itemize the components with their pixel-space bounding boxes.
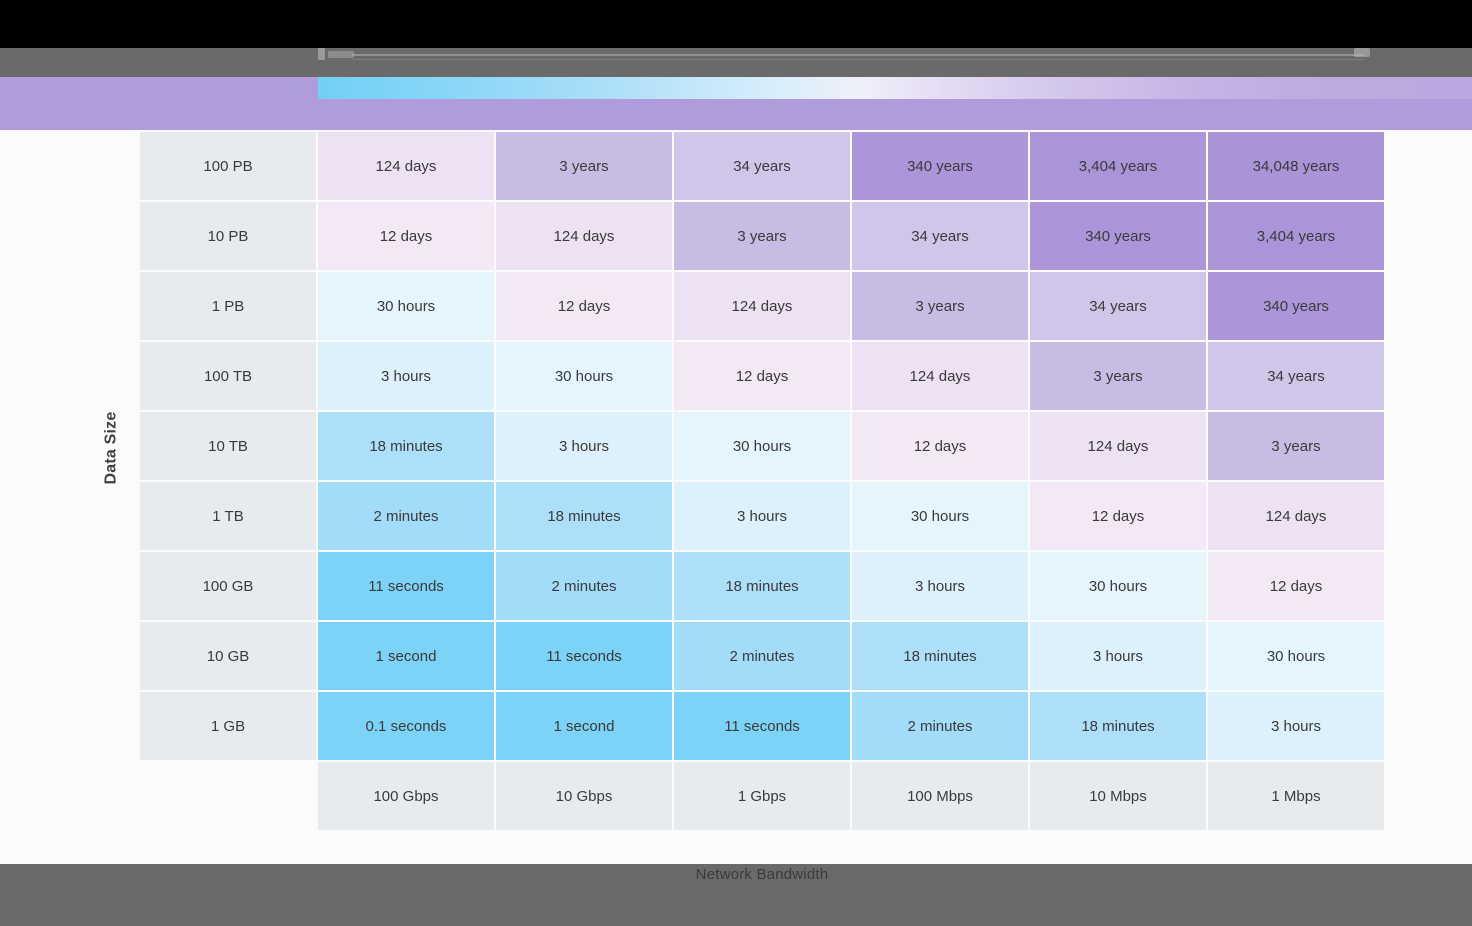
heatmap-cell: 34,048 years (1208, 132, 1384, 200)
heatmap-cell: 12 days (1208, 552, 1384, 620)
heatmap-cell: 12 days (496, 272, 672, 340)
toolbar-glyphs-icon (318, 47, 360, 62)
heatmap-cell: 30 hours (1208, 622, 1384, 690)
heatmap-cell: 18 minutes (674, 552, 850, 620)
heatmap-cell: 12 days (674, 342, 850, 410)
heatmap-cell: 3 hours (318, 342, 494, 410)
col-header-cell: 100 Mbps (852, 762, 1028, 830)
heatmap-cell: 1 second (318, 622, 494, 690)
heatmap-cell: 124 days (852, 342, 1028, 410)
heatmap-cell: 3 hours (1208, 692, 1384, 760)
heatmap-cell: 11 seconds (318, 552, 494, 620)
heatmap: 100 PB 124 days 3 years 34 years 340 years 3,… (140, 132, 1384, 830)
row-label-cell: 10 GB (140, 622, 316, 690)
heatmap-cell: 3 years (1208, 412, 1384, 480)
heatmap-cell: 2 minutes (674, 622, 850, 690)
heatmap-cell: 18 minutes (1030, 692, 1206, 760)
scrubber-handle-icon[interactable] (1354, 48, 1370, 57)
heatmap-cell: 2 minutes (496, 552, 672, 620)
x-axis-label: Network Bandwidth (695, 866, 829, 883)
heatmap-cell: 3 hours (674, 482, 850, 550)
heatmap-cell: 18 minutes (496, 482, 672, 550)
y-axis-label: Data Size (102, 411, 120, 485)
heatmap-cell: 30 hours (496, 342, 672, 410)
heatmap-cell: 124 days (1208, 482, 1384, 550)
heatmap-cell: 30 hours (852, 482, 1028, 550)
heatmap-cell: 34 years (1208, 342, 1384, 410)
row-label-cell: 100 TB (140, 342, 316, 410)
heatmap-cell: 3 years (852, 272, 1028, 340)
heatmap-cell: 1 second (496, 692, 672, 760)
heatmap-cell: 340 years (1030, 202, 1206, 270)
heatmap-cell: 124 days (1030, 412, 1206, 480)
heatmap-cell: 12 days (1030, 482, 1206, 550)
scrubber-track[interactable] (352, 54, 1364, 56)
heatmap-cell: 3,404 years (1208, 202, 1384, 270)
row-label-cell: 100 PB (140, 132, 316, 200)
heatmap-cell: 3 years (496, 132, 672, 200)
heatmap-cell: 0.1 seconds (318, 692, 494, 760)
heatmap-cell: 124 days (496, 202, 672, 270)
heatmap-cell: 124 days (674, 272, 850, 340)
footer-bar (0, 864, 1472, 926)
heatmap-cell: 124 days (318, 132, 494, 200)
row-label-cell: 1 TB (140, 482, 316, 550)
col-header-cell: 1 Mbps (1208, 762, 1384, 830)
heatmap-cell: 340 years (852, 132, 1028, 200)
col-header-cell: 10 Gbps (496, 762, 672, 830)
y-axis-label-wrap: Data Size (82, 402, 140, 494)
heatmap-cell: 2 minutes (318, 482, 494, 550)
heatmap-cell: 3 hours (496, 412, 672, 480)
col-header-cell: 100 Gbps (318, 762, 494, 830)
heatmap-cell: 34 years (1030, 272, 1206, 340)
heatmap-cell: 3 years (1030, 342, 1206, 410)
heatmap-cell: 3 hours (852, 552, 1028, 620)
heatmap-cell: 3,404 years (1030, 132, 1206, 200)
heatmap-cell: 18 minutes (318, 412, 494, 480)
scrubber-track-shadow (352, 59, 1364, 60)
heatmap-cell: 3 years (674, 202, 850, 270)
heatmap-cell: 11 seconds (496, 622, 672, 690)
row-label-cell: 1 GB (140, 692, 316, 760)
row-label-cell: 1 PB (140, 272, 316, 340)
col-header-cell: 10 Mbps (1030, 762, 1206, 830)
heatmap-cell: 18 minutes (852, 622, 1028, 690)
col-header-cell: 1 Gbps (674, 762, 850, 830)
heatmap-cell: 11 seconds (674, 692, 850, 760)
row-label-cell: 10 PB (140, 202, 316, 270)
heatmap-cell: 34 years (674, 132, 850, 200)
corner-spacer (140, 762, 316, 830)
heatmap-cell: 2 minutes (852, 692, 1028, 760)
gradient-strip (318, 77, 1472, 99)
heatmap-cell: 340 years (1208, 272, 1384, 340)
toolbar (0, 48, 1472, 77)
heatmap-cell: 3 hours (1030, 622, 1206, 690)
row-label-cell: 100 GB (140, 552, 316, 620)
heatmap-cell: 30 hours (1030, 552, 1206, 620)
heatmap-cell: 12 days (852, 412, 1028, 480)
heatmap-cell: 12 days (318, 202, 494, 270)
heatmap-cell: 30 hours (674, 412, 850, 480)
heatmap-cell: 34 years (852, 202, 1028, 270)
top-black-bar (0, 0, 1472, 48)
heatmap-cell: 30 hours (318, 272, 494, 340)
row-label-cell: 10 TB (140, 412, 316, 480)
